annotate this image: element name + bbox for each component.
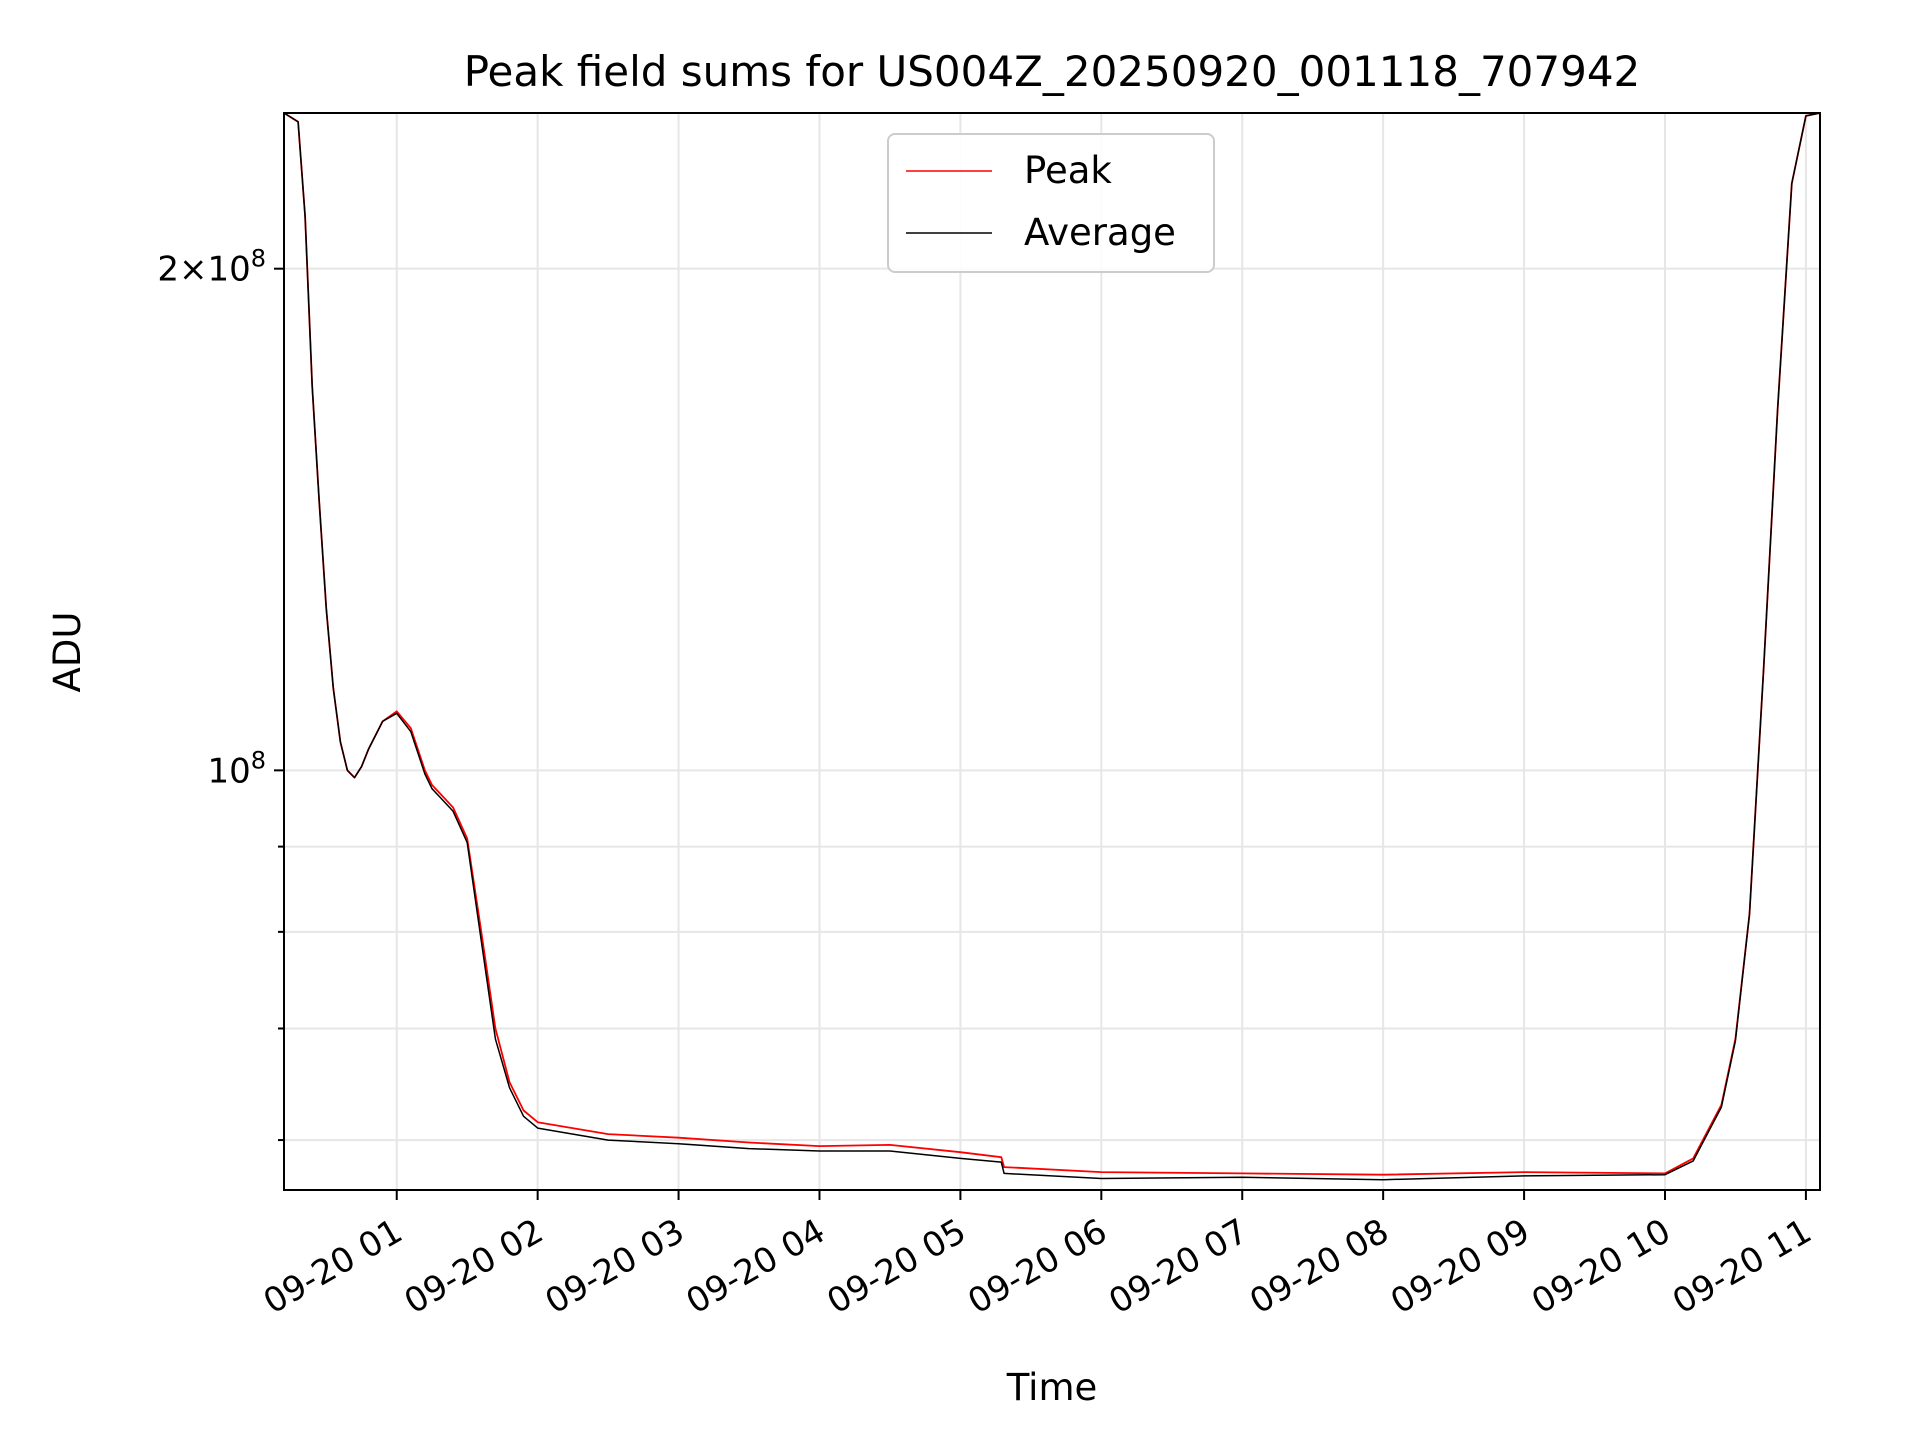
series-line-average <box>283 112 1821 1181</box>
plot-frame <box>283 112 1821 1191</box>
x-axis-label: Time <box>1006 1366 1098 1409</box>
legend: Peak Average <box>887 133 1215 273</box>
legend-label-peak: Peak <box>1024 149 1112 192</box>
legend-label-average: Average <box>1024 211 1176 254</box>
chart-title: Peak field sums for US004Z_20250920_0011… <box>464 47 1641 96</box>
y-axis-label: ADU <box>46 612 89 693</box>
grid <box>284 113 1820 1190</box>
legend-box <box>887 133 1215 273</box>
y-tick-label: 2×108 <box>157 245 266 290</box>
series-group <box>283 112 1821 1181</box>
y-tick-label: 108 <box>207 746 266 791</box>
